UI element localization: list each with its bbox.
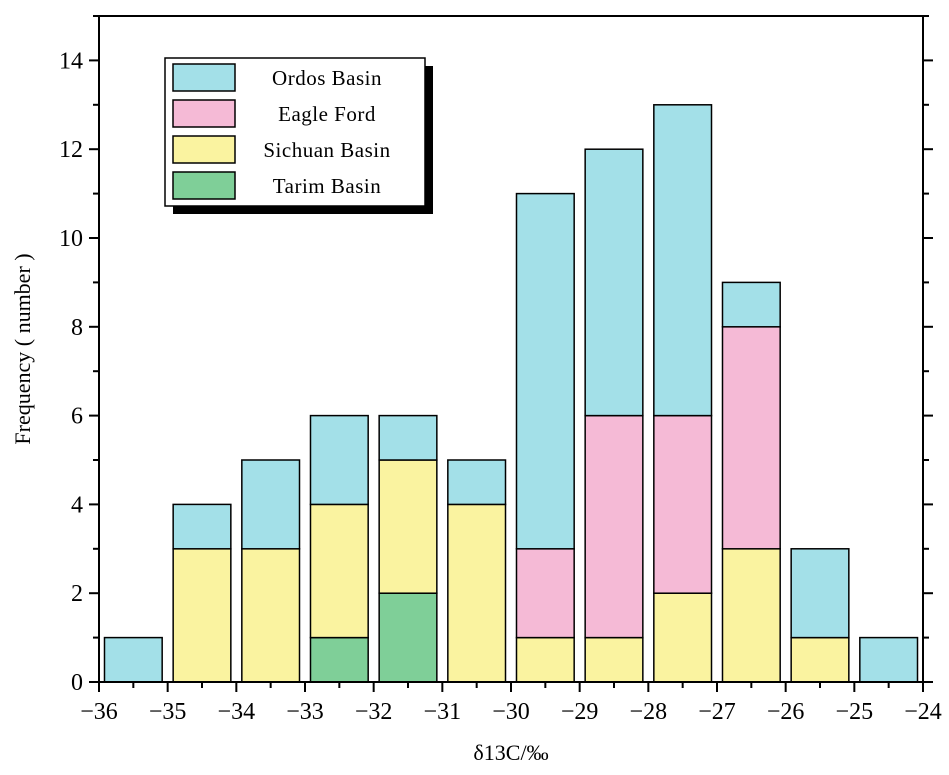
bar-segment-ordos-basin-bin-10 xyxy=(790,548,850,639)
bar-segment-ordos-basin-bin-3 xyxy=(309,414,369,506)
bar-segment-eagle-ford-bin-7 xyxy=(584,414,644,639)
y-axis-title: Frequency ( number ) xyxy=(10,253,35,444)
bar-segment-ordos-basin-bin-2 xyxy=(241,459,301,550)
x-tick-label: −25 xyxy=(836,699,874,725)
legend-label: Eagle Ford xyxy=(278,102,376,126)
x-tick-label: −31 xyxy=(424,699,462,725)
x-tick-label: −34 xyxy=(218,699,256,725)
bar-segment-sichuan-basin-bin-6 xyxy=(515,636,575,683)
bar-segment-tarim-basin-bin-4 xyxy=(378,592,438,683)
bar-segment-sichuan-basin-bin-10 xyxy=(790,636,850,683)
bar-segment-ordos-basin-bin-11 xyxy=(859,636,919,683)
bar-segment-eagle-ford-bin-8 xyxy=(653,414,713,594)
legend: Ordos Basin Eagle Ford Sichuan Basin Tarim … xyxy=(164,57,433,214)
x-tick-label: −36 xyxy=(80,699,118,725)
bar-segment-eagle-ford-bin-6 xyxy=(515,548,575,639)
bar-segment-ordos-basin-bin-5 xyxy=(447,459,507,506)
x-axis-title: δ13C/‰ xyxy=(473,740,548,765)
x-tick-label: −29 xyxy=(561,699,599,725)
bar-segment-sichuan-basin-bin-1 xyxy=(172,548,232,683)
bar-segment-sichuan-basin-bin-8 xyxy=(653,592,713,683)
x-tick-label: −35 xyxy=(149,699,187,725)
x-tick-label: −30 xyxy=(492,699,530,725)
y-tick-label: 12 xyxy=(59,137,83,163)
bar-segment-tarim-basin-bin-3 xyxy=(309,636,369,683)
bar-segment-sichuan-basin-bin-2 xyxy=(241,548,301,683)
x-tick-label: −24 xyxy=(904,699,942,725)
y-tick-label: 14 xyxy=(59,48,83,74)
bar-segment-sichuan-basin-bin-4 xyxy=(378,459,438,594)
bar-segment-ordos-basin-bin-8 xyxy=(653,104,713,417)
legend-swatch xyxy=(172,63,236,92)
x-tick-label: −28 xyxy=(630,699,668,725)
legend-swatch xyxy=(172,135,236,164)
bar-segment-ordos-basin-bin-9 xyxy=(721,281,781,328)
legend-label: Ordos Basin xyxy=(272,66,382,90)
y-tick-label: 6 xyxy=(71,404,83,430)
bars-layer xyxy=(103,104,919,683)
y-tick-label: 4 xyxy=(71,492,83,518)
bar-segment-ordos-basin-bin-7 xyxy=(584,148,644,417)
legend-swatch xyxy=(172,99,236,128)
bar-segment-sichuan-basin-bin-7 xyxy=(584,636,644,683)
x-tick-label: −33 xyxy=(286,699,324,725)
bar-segment-ordos-basin-bin-4 xyxy=(378,414,438,461)
bar-segment-ordos-basin-bin-6 xyxy=(515,192,575,550)
y-tick-label: 10 xyxy=(59,226,83,252)
bar-segment-sichuan-basin-bin-5 xyxy=(447,503,507,683)
legend-label: Tarim Basin xyxy=(273,174,381,198)
legend-label: Sichuan Basin xyxy=(263,138,390,162)
x-tick-label: −32 xyxy=(355,699,393,725)
legend-swatch xyxy=(172,171,236,200)
y-tick-label: 0 xyxy=(71,670,83,696)
bar-segment-ordos-basin-bin-1 xyxy=(172,503,232,550)
x-tick-label: −26 xyxy=(767,699,805,725)
bar-segment-ordos-basin-bin-0 xyxy=(103,636,163,683)
bar-segment-sichuan-basin-bin-3 xyxy=(309,503,369,639)
tick-labels-layer: −36 −35 −34 −33 −32 −31 −30 −29 −28 −27 −26 −25 −24 0… xyxy=(59,48,942,725)
y-tick-label: 8 xyxy=(71,315,83,341)
x-tick-label: −27 xyxy=(698,699,736,725)
y-tick-label: 2 xyxy=(71,581,83,607)
axis-ticks-layer xyxy=(89,15,933,692)
bar-segment-sichuan-basin-bin-9 xyxy=(721,548,781,683)
bar-segment-eagle-ford-bin-9 xyxy=(721,326,781,550)
